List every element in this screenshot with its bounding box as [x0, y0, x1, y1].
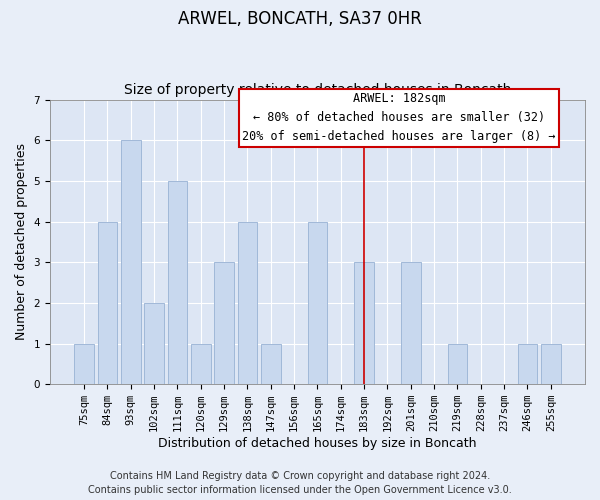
Text: ARWEL, BONCATH, SA37 0HR: ARWEL, BONCATH, SA37 0HR — [178, 10, 422, 28]
Bar — [308, 222, 328, 384]
Text: Contains HM Land Registry data © Crown copyright and database right 2024.
Contai: Contains HM Land Registry data © Crown c… — [88, 471, 512, 495]
Bar — [541, 344, 560, 384]
Bar — [261, 344, 281, 384]
Bar — [144, 303, 164, 384]
Text: ARWEL: 182sqm
← 80% of detached houses are smaller (32)
20% of semi-detached hou: ARWEL: 182sqm ← 80% of detached houses a… — [242, 92, 556, 144]
Bar — [167, 181, 187, 384]
Bar — [448, 344, 467, 384]
Bar — [214, 262, 234, 384]
Y-axis label: Number of detached properties: Number of detached properties — [15, 144, 28, 340]
Bar — [74, 344, 94, 384]
Bar — [518, 344, 538, 384]
Bar — [98, 222, 118, 384]
Bar — [191, 344, 211, 384]
Bar — [238, 222, 257, 384]
Title: Size of property relative to detached houses in Boncath: Size of property relative to detached ho… — [124, 83, 511, 97]
Bar — [401, 262, 421, 384]
Bar — [354, 262, 374, 384]
X-axis label: Distribution of detached houses by size in Boncath: Distribution of detached houses by size … — [158, 437, 477, 450]
Bar — [121, 140, 141, 384]
